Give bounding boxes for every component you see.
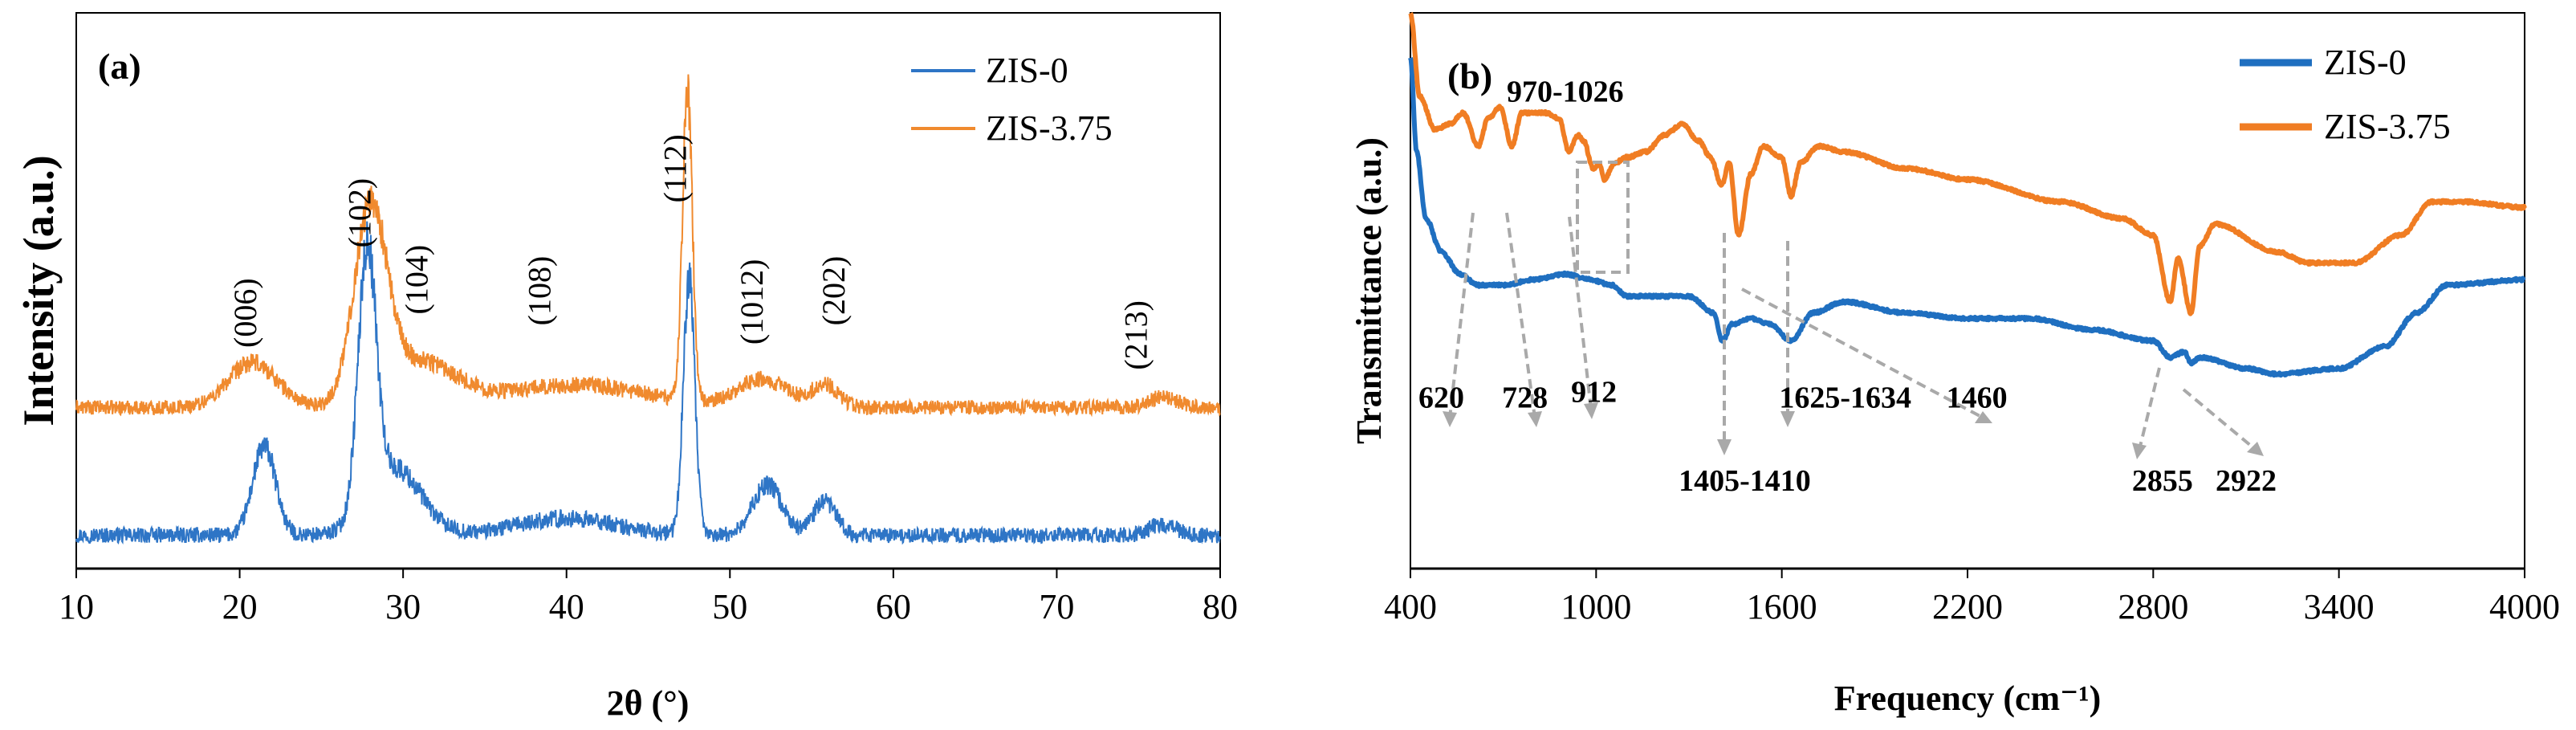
peak-label-213: (213): [1117, 300, 1154, 370]
arrow-728: [1505, 212, 1536, 418]
series-line-zis-3-75-b: [1408, 12, 2527, 316]
peak-label-202: (202): [816, 256, 852, 326]
peak-label-1012: (1012): [734, 259, 770, 345]
arrow-2855: [2138, 367, 2161, 451]
a-tick-label-80: 80: [1203, 587, 1238, 626]
series-line-zis-0-b: [1408, 57, 2527, 378]
arrow-heads-b: [1443, 402, 2264, 459]
peak-label-102: (102): [341, 178, 377, 248]
band-label-620: 620: [1418, 381, 1464, 414]
arrowhead-2922: [2247, 442, 2264, 456]
arrow-912: [1568, 216, 1593, 410]
b-tick-label-1000: 1000: [1561, 587, 1631, 626]
x-ticks-a: 10 20 30 40 50 60 70 80: [59, 569, 1238, 626]
a-tick-label-40: 40: [549, 587, 584, 626]
series-line-zis-0-a: [75, 221, 1221, 545]
arrowhead-728: [1528, 411, 1542, 427]
band-label-728: 728: [1502, 381, 1548, 414]
peak-label-108: (108): [521, 256, 557, 326]
band-label-1460: 1460: [1947, 381, 2008, 414]
a-tick-label-70: 70: [1039, 587, 1074, 626]
a-tick-label-30: 30: [385, 587, 421, 626]
xrd-chart: (a) ZIS-0 ZIS-3.75 (006)(102)(104) (108)(…: [14, 12, 1238, 723]
arrow-2922: [2182, 388, 2257, 451]
series-group-a: [75, 74, 1221, 545]
a-tick-label-50: 50: [712, 587, 747, 626]
b-tick-label-2800: 2800: [2118, 587, 2188, 626]
arrowhead-1405-1410: [1717, 439, 1732, 455]
arrow-620: [1448, 212, 1475, 418]
peak-label-006: (006): [227, 278, 263, 348]
legend-b: ZIS-0 ZIS-3.75: [2240, 43, 2451, 146]
ftir-chart: (b) ZIS-0 ZIS-3.75: [1349, 12, 2560, 718]
band-label-2855: 2855: [2132, 464, 2193, 498]
arrowhead-2855: [2132, 442, 2147, 459]
legend-label-zis375-a: ZIS-3.75: [986, 108, 1113, 148]
legend-label-zis0-a: ZIS-0: [986, 51, 1068, 90]
arrowhead-912: [1584, 402, 1598, 419]
peak-labels-a: (006) (102) (104) (108) (112) (1012) (202) (213…: [227, 134, 1154, 369]
series-group-b: [1408, 12, 2527, 378]
x-axis-title-b: Frequency (cm⁻¹): [1834, 679, 2102, 718]
legend-a: ZIS-0 ZIS-3.75: [911, 51, 1113, 148]
b-tick-label-400: 400: [1384, 587, 1437, 626]
annotation-arrows-b: [1448, 161, 2257, 451]
peak-label-104: (104): [399, 245, 435, 315]
band-label-1405-1410: 1405-1410: [1679, 464, 1811, 498]
series-line-zis-3-75-a: [75, 74, 1221, 418]
band-label-2922: 2922: [2216, 464, 2277, 498]
b-tick-label-1600: 1600: [1747, 587, 1817, 626]
x-axis-title-a: 2θ (°): [607, 683, 690, 723]
x-ticks-b: 400 1000 1600 2200 2800 3400 4000: [1384, 569, 2560, 626]
band-label-970-1026: 970-1026: [1507, 75, 1624, 109]
legend-label-zis0-b: ZIS-0: [2324, 43, 2407, 82]
region-box-970-1026: [1576, 161, 1630, 274]
arrowhead-1625-1634: [1780, 411, 1795, 427]
band-label-1625-1634: 1625-1634: [1779, 381, 1911, 414]
a-tick-label-20: 20: [222, 587, 258, 626]
a-tick-label-60: 60: [876, 587, 911, 626]
a-tick-label-10: 10: [59, 587, 94, 626]
band-label-912: 912: [1571, 375, 1617, 409]
band-labels-b: 970-1026 620 728 912 1405-1410 1625-1634 1460 2…: [1418, 75, 2277, 498]
b-tick-label-3400: 3400: [2304, 587, 2375, 626]
arrowhead-620: [1443, 411, 1457, 427]
y-axis-title-b: Transmittance (a.u.): [1349, 137, 1389, 444]
b-tick-label-2200: 2200: [1932, 587, 2003, 626]
legend-label-zis375-b: ZIS-3.75: [2324, 107, 2451, 146]
b-tick-label-4000: 4000: [2489, 587, 2560, 626]
peak-label-112: (112): [657, 134, 693, 202]
y-axis-title-a: Intensity (a.u.): [14, 155, 63, 426]
panel-label-b: (b): [1447, 55, 1492, 96]
panel-label-a: (a): [98, 46, 141, 87]
arrowhead-1460: [1975, 411, 1992, 423]
